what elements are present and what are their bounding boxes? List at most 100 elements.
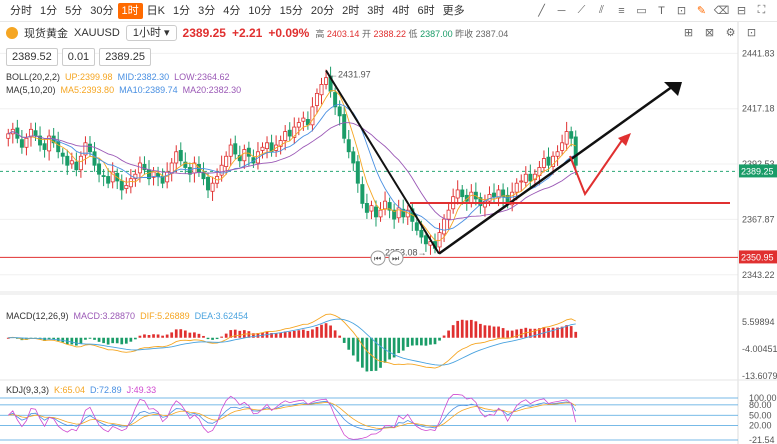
kdj-tick: 50.00: [749, 410, 772, 420]
macd-bar: [451, 325, 455, 338]
period-10[interactable]: 15分: [279, 4, 303, 17]
ask-price[interactable]: 2389.25: [99, 48, 151, 66]
candle-body: [128, 178, 133, 188]
candle-body: [69, 160, 74, 165]
symbol-code[interactable]: XAUUSD: [74, 27, 120, 39]
candle-body: [546, 156, 551, 166]
fullscreen-icon[interactable]: ⛶: [757, 4, 766, 16]
settings-icon[interactable]: ⚙: [725, 27, 736, 39]
macd-bar: [324, 323, 328, 338]
macd-bar: [501, 328, 505, 338]
period-7[interactable]: 3分: [198, 4, 216, 17]
period-15[interactable]: 6时: [417, 4, 435, 17]
measure-icon[interactable]: ⊡: [676, 5, 687, 17]
macd-bar: [433, 337, 437, 345]
macd-bar: [465, 320, 469, 338]
candle-body: [296, 122, 301, 128]
macd-bar: [488, 325, 491, 338]
macd-bar: [474, 321, 478, 338]
indicator-icon[interactable]: ⊞: [683, 27, 694, 39]
period-16[interactable]: 更多: [442, 4, 465, 17]
kdj-tick: 100.00: [749, 393, 777, 403]
symbol-name[interactable]: 现货黄金: [24, 28, 68, 40]
macd-name: MACD(12,26,9): [6, 311, 69, 321]
macd-bar: [143, 334, 146, 338]
macd-bar: [506, 330, 509, 338]
clear-icon[interactable]: ⌫: [713, 5, 730, 17]
candle-body: [423, 235, 428, 245]
period-0[interactable]: 分时: [10, 4, 32, 17]
candle-body: [74, 161, 79, 171]
macd-bar: [306, 330, 310, 338]
macd-bar: [556, 327, 559, 338]
period-3[interactable]: 30分: [90, 4, 114, 17]
support-label: 2350.95: [741, 252, 774, 262]
macd-bar: [528, 328, 532, 338]
rect-icon[interactable]: ▭: [636, 5, 647, 17]
macd-bar: [25, 337, 28, 340]
candle-body: [419, 229, 424, 238]
macd-bar: [52, 337, 56, 340]
ray-icon[interactable]: ⟋: [577, 4, 586, 16]
candle-body: [124, 185, 129, 189]
layout-icon[interactable]: ⊟: [736, 5, 747, 17]
price-tick: 2367.87: [742, 214, 775, 224]
macd-bar: [342, 337, 346, 343]
candle-body: [110, 171, 115, 183]
snapshot-icon[interactable]: ⊡: [746, 27, 757, 39]
period-2[interactable]: 5分: [65, 4, 83, 17]
period-11[interactable]: 20分: [310, 4, 335, 17]
macd-bar: [392, 337, 396, 358]
text-icon[interactable]: T: [658, 4, 665, 17]
candle-body: [455, 189, 460, 199]
candle-body: [446, 209, 451, 220]
low-value: 2387.00: [420, 28, 453, 39]
candle-body: [528, 173, 533, 182]
candle-body: [442, 218, 447, 235]
compare-icon[interactable]: ⊠: [704, 27, 715, 39]
edit-icon[interactable]: ✎: [696, 5, 707, 17]
candle-body: [142, 163, 147, 171]
quantity-input[interactable]: 0.01: [61, 48, 96, 66]
macd-bar: [202, 335, 205, 338]
macd-tick: 5.59894: [742, 317, 775, 327]
period-6[interactable]: 1分: [172, 4, 191, 17]
macd-bar: [124, 337, 128, 344]
candle-body: [228, 144, 233, 157]
candle-body: [478, 197, 483, 207]
period-1[interactable]: 1分: [40, 4, 58, 17]
fib-icon[interactable]: ≡: [618, 4, 625, 17]
macd-bar: [197, 333, 201, 338]
bid-price[interactable]: 2389.52: [6, 48, 58, 66]
period-14[interactable]: 4时: [392, 4, 410, 17]
period-13[interactable]: 3时: [367, 4, 385, 17]
candle-body: [324, 77, 329, 85]
candle-body: [38, 135, 43, 146]
period-8[interactable]: 4分: [223, 4, 241, 17]
channel-icon[interactable]: ⫽: [599, 4, 604, 16]
kdj-name: KDJ(9,3,3): [6, 385, 50, 395]
macd-bar: [56, 337, 60, 341]
macd-bar: [156, 334, 160, 338]
ma5-value: MA5:2393.80: [60, 85, 115, 95]
candle-body: [551, 155, 556, 167]
period-9[interactable]: 10分: [248, 4, 272, 17]
j-line: [7, 394, 577, 440]
macd-bar: [429, 337, 432, 345]
macd-bar: [479, 323, 482, 338]
period-toolbar: 分时 1分 5分 30分 1时 日K 1分 3分 4分 10分 15分 20分 2时 3时 4时 6时 更多 ╱…: [0, 0, 777, 22]
candle-body: [460, 189, 465, 198]
period-4[interactable]: 1时: [117, 2, 143, 19]
dea-value: DEA:3.62454: [194, 311, 249, 321]
period-12[interactable]: 2时: [342, 4, 360, 17]
period-5[interactable]: 日K: [146, 4, 165, 17]
trend-line-icon[interactable]: ╱: [538, 5, 545, 17]
candle-body: [283, 131, 288, 141]
interval-select[interactable]: 1小时 ▾: [125, 25, 177, 41]
horizontal-line-icon[interactable]: ─: [557, 4, 566, 17]
macd-bar: [320, 324, 323, 338]
macd-bar: [174, 329, 178, 338]
gold-icon: [6, 27, 18, 39]
candle-body: [560, 142, 565, 151]
